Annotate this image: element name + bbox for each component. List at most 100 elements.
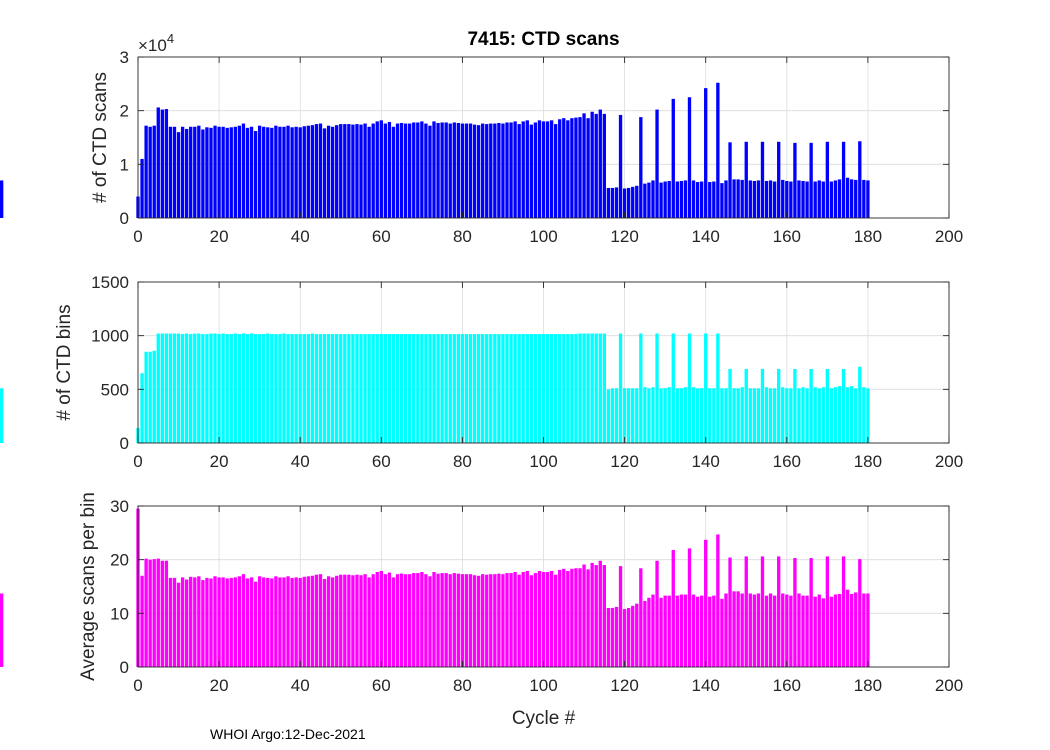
x-tick-label: 60 bbox=[372, 452, 391, 471]
bar bbox=[408, 334, 412, 443]
bar bbox=[282, 126, 286, 218]
bar bbox=[306, 334, 310, 443]
x-tick-label: 180 bbox=[854, 227, 882, 246]
bar bbox=[367, 577, 371, 667]
bar bbox=[748, 180, 752, 218]
bar bbox=[375, 334, 379, 443]
bar bbox=[545, 334, 550, 443]
bar bbox=[363, 123, 367, 218]
bar bbox=[549, 120, 554, 218]
bar bbox=[391, 126, 396, 218]
bar bbox=[671, 333, 675, 443]
bar bbox=[359, 124, 363, 218]
bar bbox=[330, 577, 335, 667]
bar bbox=[144, 558, 148, 667]
bar bbox=[481, 334, 485, 443]
bar bbox=[391, 334, 396, 443]
bar bbox=[290, 577, 294, 667]
bar bbox=[716, 82, 720, 218]
bar bbox=[432, 121, 436, 218]
bar bbox=[586, 333, 590, 443]
bar bbox=[363, 574, 367, 667]
y-tick-label: 1 bbox=[120, 155, 129, 174]
bar bbox=[631, 605, 635, 667]
x-tick-label: 80 bbox=[453, 227, 472, 246]
y-axis-label: Average scans per bin bbox=[78, 492, 99, 681]
bar bbox=[744, 368, 748, 443]
bar bbox=[379, 120, 383, 218]
bar bbox=[201, 334, 205, 443]
bar bbox=[813, 387, 817, 443]
bar bbox=[728, 368, 732, 443]
bar bbox=[367, 334, 371, 443]
bar bbox=[720, 598, 724, 667]
x-tick-label: 20 bbox=[210, 452, 229, 471]
bar bbox=[708, 596, 712, 667]
bar bbox=[399, 573, 404, 667]
bar bbox=[781, 179, 785, 218]
bar bbox=[841, 141, 846, 218]
bar bbox=[817, 594, 821, 667]
y-exponent-label: ×104 bbox=[138, 31, 174, 55]
x-tick-label: 200 bbox=[935, 452, 963, 471]
bar bbox=[205, 577, 209, 667]
bar bbox=[525, 334, 529, 443]
bar bbox=[667, 180, 671, 218]
bar bbox=[837, 386, 842, 443]
bar bbox=[489, 574, 493, 667]
bar bbox=[777, 368, 781, 443]
bar bbox=[829, 596, 834, 667]
x-tick-label: 40 bbox=[291, 227, 310, 246]
bar bbox=[436, 573, 440, 667]
bar bbox=[626, 187, 631, 218]
bar bbox=[144, 125, 148, 218]
bar bbox=[0, 388, 4, 443]
bar bbox=[262, 126, 266, 218]
bar bbox=[428, 576, 432, 667]
bar bbox=[679, 388, 684, 443]
bar bbox=[185, 333, 189, 443]
bar bbox=[687, 548, 692, 667]
bar bbox=[282, 577, 286, 667]
bar bbox=[594, 333, 598, 443]
bar bbox=[249, 333, 254, 443]
bar bbox=[237, 576, 242, 667]
bar bbox=[805, 181, 809, 218]
bar bbox=[797, 180, 801, 218]
bar bbox=[193, 577, 197, 667]
bar bbox=[537, 120, 542, 218]
bar bbox=[801, 180, 805, 218]
bar bbox=[789, 181, 793, 218]
bar bbox=[343, 124, 347, 218]
bar bbox=[566, 120, 570, 218]
bar bbox=[772, 388, 777, 443]
bar bbox=[533, 573, 538, 667]
bar bbox=[391, 577, 396, 667]
bar bbox=[395, 123, 400, 218]
bar bbox=[339, 124, 343, 218]
bar bbox=[606, 187, 611, 218]
bar bbox=[493, 123, 497, 218]
bar bbox=[278, 126, 282, 218]
bar bbox=[164, 333, 169, 443]
bar bbox=[347, 574, 351, 667]
bar bbox=[529, 334, 533, 443]
bar bbox=[180, 334, 185, 443]
bar bbox=[193, 126, 197, 218]
bar bbox=[545, 121, 550, 218]
bar bbox=[213, 333, 217, 443]
bar bbox=[501, 334, 505, 443]
y-tick-label: 1500 bbox=[91, 273, 129, 292]
bar bbox=[521, 334, 525, 443]
x-tick-label: 0 bbox=[133, 452, 142, 471]
bar bbox=[189, 576, 193, 667]
bar bbox=[493, 574, 497, 667]
bar bbox=[764, 387, 769, 443]
bar bbox=[845, 387, 850, 443]
bar bbox=[833, 387, 838, 443]
bar bbox=[699, 595, 704, 667]
bar bbox=[0, 180, 4, 218]
bar bbox=[695, 182, 700, 218]
bar bbox=[270, 127, 274, 218]
bar bbox=[140, 158, 144, 218]
